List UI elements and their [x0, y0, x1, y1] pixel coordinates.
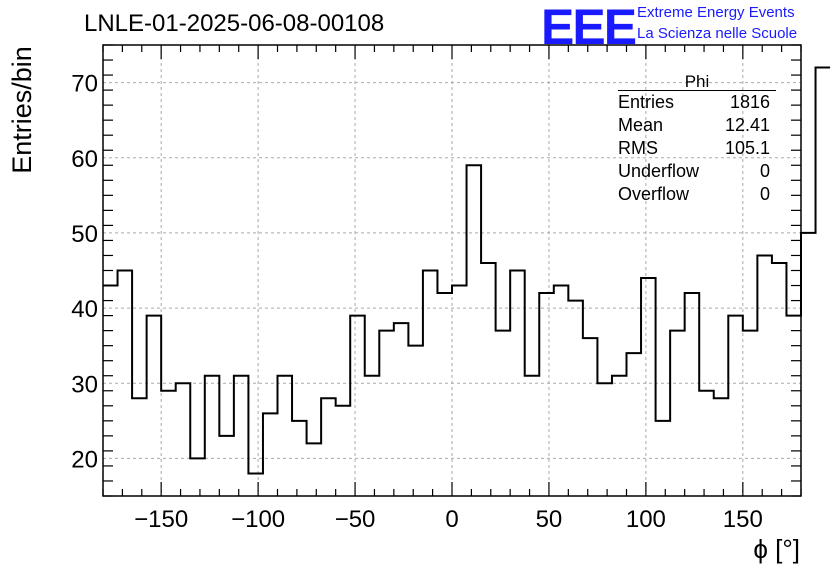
stats-row-overflow: Overflow 0: [610, 183, 776, 206]
stats-label: Mean: [618, 115, 664, 135]
x-tick-label: 150: [723, 506, 763, 533]
stats-row-underflow: Underflow 0: [610, 160, 776, 183]
y-tick-label: 20: [71, 446, 98, 473]
stats-value: 0: [759, 161, 770, 181]
y-tick-label: 60: [71, 146, 98, 173]
y-tick-label: 30: [71, 371, 98, 398]
run-title: LNLE-01-2025-06-08-00108: [84, 10, 385, 37]
axis-tick-labels: −150 −100 −50 0 50 100 150 20 30 40 50 60 70: [71, 71, 763, 533]
y-tick-label: 70: [71, 71, 98, 98]
stats-label: Overflow: [618, 184, 690, 204]
stats-label: Underflow: [618, 161, 700, 181]
y-axis-label: Entries/bin: [7, 46, 37, 174]
y-tick-label: 40: [71, 296, 98, 323]
eee-logo: EEE: [541, 0, 637, 55]
x-tick-label: −50: [335, 506, 376, 533]
logo-subtitle-line2: La Scienza nelle Scuole: [637, 25, 798, 42]
stats-label: RMS: [618, 138, 658, 158]
stats-row-entries: Entries 1816: [610, 91, 776, 114]
stats-row-rms: RMS 105.1: [610, 137, 776, 160]
x-tick-label: −150: [134, 506, 188, 533]
logo-subtitle-line1: Extreme Energy Events: [637, 4, 795, 21]
histogram-step-line: [103, 66, 831, 475]
stats-row-mean: Mean 12.41: [610, 114, 776, 137]
x-tick-label: −100: [231, 506, 285, 533]
y-tick-label: 50: [71, 221, 98, 248]
stats-label: Entries: [618, 92, 675, 112]
stats-value: 1816: [729, 92, 770, 112]
x-tick-label: 0: [445, 506, 458, 533]
stats-box: Phi Entries 1816 Mean 12.41 RMS 105.1 Un…: [610, 73, 776, 206]
x-tick-label: 50: [536, 506, 563, 533]
stats-value: 12.41: [724, 115, 770, 135]
stats-title: Phi: [618, 73, 776, 91]
x-axis-label: ϕ [°]: [753, 534, 800, 564]
stats-value: 0: [759, 184, 770, 204]
stats-value: 105.1: [724, 138, 770, 158]
axis-ticks: [102, 44, 802, 497]
x-tick-label: 100: [626, 506, 666, 533]
